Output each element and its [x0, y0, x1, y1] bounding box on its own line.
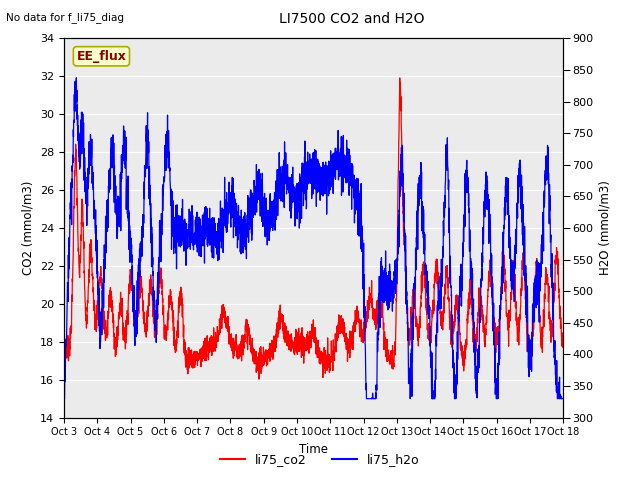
Legend: li75_co2, li75_h2o: li75_co2, li75_h2o — [215, 448, 425, 471]
X-axis label: Time: Time — [299, 443, 328, 456]
Text: EE_flux: EE_flux — [77, 50, 126, 63]
Text: No data for f_li75_diag: No data for f_li75_diag — [6, 12, 124, 23]
Y-axis label: CO2 (mmol/m3): CO2 (mmol/m3) — [22, 181, 35, 275]
Text: LI7500 CO2 and H2O: LI7500 CO2 and H2O — [279, 12, 425, 26]
Y-axis label: H2O (mmol/m3): H2O (mmol/m3) — [599, 180, 612, 276]
